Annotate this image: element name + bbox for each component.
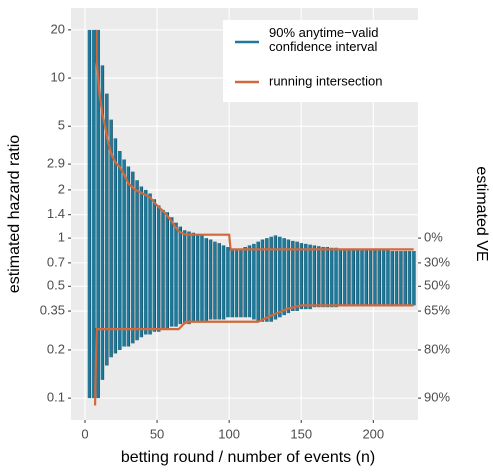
legend-background	[223, 20, 419, 102]
y2-tick-label: 80%	[424, 341, 450, 356]
y-tick-label: 10	[51, 69, 65, 84]
legend-label: 90% anytime−valid confidence interval	[269, 25, 378, 54]
x-tick-label: 150	[290, 426, 312, 441]
y2-tick-label: 90%	[424, 390, 450, 405]
y2-tick-label: 65%	[424, 302, 450, 317]
running-intersection	[93, 304, 414, 406]
y-tick-label: 0.2	[47, 341, 65, 356]
x-axis-title: betting round / number of events (n)	[121, 449, 375, 466]
x-tick-label: 50	[150, 426, 164, 441]
y-axis-title: estimated hazard ratio	[6, 135, 23, 293]
y-tick-label: 2	[58, 181, 65, 196]
x-tick-label: 200	[362, 426, 384, 441]
y-tick-label: 1	[58, 230, 65, 245]
legend-label: running intersection	[269, 73, 382, 88]
y-tick-label: 0.7	[47, 254, 65, 269]
legend-label-line: 90% anytime−valid	[269, 25, 378, 40]
y-tick-label: 2.9	[47, 156, 65, 171]
running-intersection	[95, 29, 414, 251]
y-tick-label: 0.35	[40, 302, 65, 317]
y-tick-label: 5	[58, 118, 65, 133]
y2-tick-label: 50%	[424, 278, 450, 293]
x-tick-label: 100	[218, 426, 240, 441]
y-tick-label: 20	[51, 21, 65, 36]
x-tick-label: 0	[81, 426, 88, 441]
legend-label-line: confidence interval	[269, 39, 378, 54]
y-tick-label: 0.1	[47, 390, 65, 405]
y2-tick-label: 30%	[424, 254, 450, 269]
y-tick-label: 1.4	[47, 206, 65, 221]
y2-axis-title: estimated VE	[473, 166, 490, 261]
y2-tick-label: 0%	[424, 230, 443, 245]
y-tick-label: 0.5	[47, 278, 65, 293]
